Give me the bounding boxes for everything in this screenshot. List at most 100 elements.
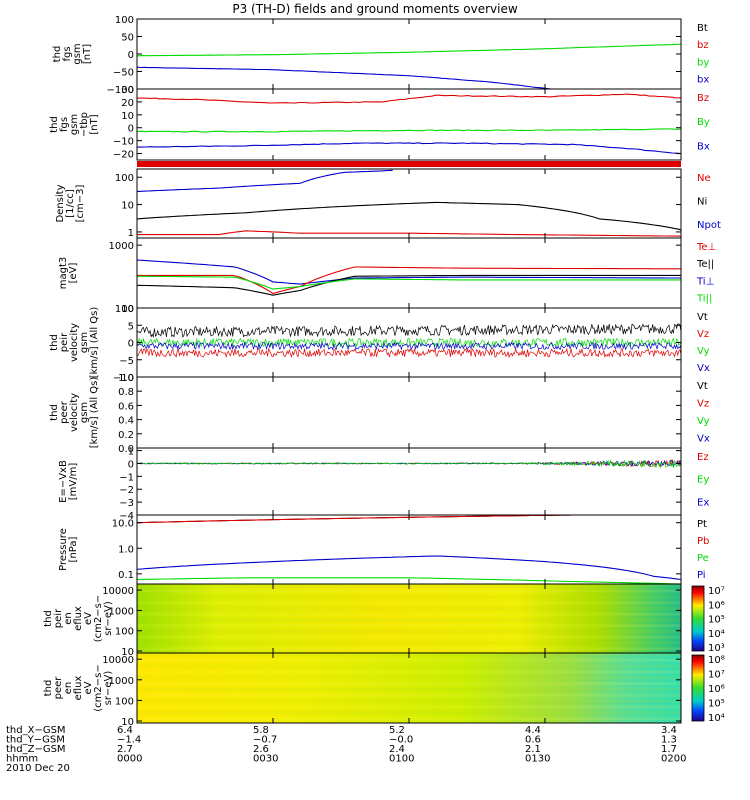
x-axis-value: 0130: [525, 754, 550, 765]
series-line-Npot: [136, 169, 393, 193]
legend-label-Pb: Pb: [697, 536, 709, 547]
x-axis-value: 4.4: [525, 725, 541, 736]
y-tick-label: 100: [115, 304, 134, 315]
series-line-Ti||: [137, 275, 681, 290]
y-axis-label: Pressure: [58, 528, 69, 571]
panel-frame: [136, 447, 682, 516]
y-axis-label: peer: [53, 676, 64, 700]
x-axis-date: 2010 Dec 20: [6, 763, 70, 774]
separator-bar: [137, 161, 681, 167]
y-axis-label: [nT]: [82, 44, 93, 64]
y-tick-label: 30: [121, 85, 134, 96]
series-line-Ti⊥: [136, 259, 681, 285]
series-line-Pi: [136, 555, 682, 581]
y-axis-label: thd: [43, 680, 54, 697]
y-axis-label: sr−eV): [103, 671, 114, 706]
heatmap-band: [137, 641, 681, 645]
x-axis-value: 1.7: [661, 744, 677, 755]
heatmap-band: [137, 589, 681, 593]
y-axis-label: thd: [43, 610, 54, 627]
y-axis-label: eflux: [73, 606, 84, 631]
y-tick-label: 0.1: [118, 570, 134, 581]
y-tick-label: −5: [119, 356, 134, 367]
y-axis-label: peir: [59, 332, 70, 352]
legend-label-Vy: Vy: [697, 346, 710, 357]
y-axis-label: fgs: [59, 117, 70, 132]
colorbar-tick-label: 10⁴: [708, 713, 725, 724]
y-axis-label: thd: [49, 334, 60, 351]
panel-9: [136, 583, 705, 654]
x-axis-value: 2.4: [389, 744, 405, 755]
colorbar-tick-label: 10⁸: [708, 655, 725, 666]
y-tick-label: 1: [128, 228, 134, 239]
series-line-Vx: [136, 341, 682, 351]
y-tick-label: −3: [119, 498, 134, 509]
heatmap-band: [137, 624, 681, 628]
x-axis-value: 0100: [389, 754, 414, 765]
y-tick-label: 1000: [109, 676, 134, 687]
y-axis-label: E=−VxB: [58, 460, 69, 503]
heatmap-band: [137, 705, 681, 709]
colorbar-tick-label: 10³: [708, 643, 725, 654]
x-axis-value: −0.0: [389, 735, 413, 746]
panel-3: [136, 168, 682, 239]
colorbar-10: [691, 654, 705, 722]
y-axis-label: thd: [49, 404, 60, 421]
y-axis-label: peer: [59, 400, 70, 424]
y-tick-label: −20: [113, 150, 134, 161]
legend-label-Ez: Ez: [697, 452, 709, 463]
legend-label-Vt: Vt: [697, 312, 708, 323]
y-axis-label: eflux: [73, 676, 84, 701]
y-axis-label: −tbp: [79, 112, 90, 137]
series-line-Vy: [136, 337, 682, 348]
y-axis-label: gsm: [69, 114, 80, 135]
y-axis-label: eV: [83, 612, 94, 625]
y-tick-label: 0: [128, 339, 134, 350]
heatmap-band: [137, 670, 681, 674]
y-axis-label: [km/s] (All Qs): [89, 307, 100, 379]
x-axis-value: 3.4: [661, 725, 677, 736]
legend-label-Bt: Bt: [697, 23, 708, 34]
y-axis-label: [km/s] (All Qs): [89, 377, 100, 449]
heatmap-image: [137, 584, 681, 653]
y-tick-label: 1000: [109, 606, 134, 617]
legend-label-Vx: Vx: [697, 363, 710, 374]
x-axis-row-label: thd_Y−GSM: [6, 735, 65, 746]
y-axis-label: [mV/m]: [68, 463, 79, 501]
x-axis-value: 2.6: [253, 744, 269, 755]
y-tick-label: 1.0: [118, 373, 134, 384]
y-axis-label: velocity: [69, 393, 80, 432]
y-tick-label: 5: [128, 321, 134, 332]
y-axis-label: gsm: [72, 43, 83, 64]
x-axis-value: −0.7: [253, 735, 277, 746]
series-line-Te⊥: [137, 266, 681, 295]
panel-4: [136, 237, 682, 309]
heatmap-band: [137, 688, 681, 691]
y-tick-label: 10: [121, 201, 134, 212]
y-axis-label: sr−eV): [103, 601, 114, 636]
legend-label-Ey: Ey: [697, 475, 709, 486]
x-axis-row-label: thd_X−GSM: [6, 725, 66, 736]
plot-title: P3 (TH-D) fields and ground moments over…: [232, 2, 518, 16]
y-tick-label: −10: [113, 137, 134, 148]
panel-2: [136, 88, 682, 161]
heatmap-band: [137, 682, 681, 686]
heatmap-band: [137, 664, 681, 668]
legend-label-Ti||: Ti||: [696, 294, 712, 305]
panel-8: [136, 514, 682, 585]
legend-label-bz: bz: [697, 40, 709, 51]
colorbar-tick-label: 10⁶: [708, 684, 725, 695]
series-line-Vz: [136, 347, 682, 359]
heatmap-band: [137, 711, 681, 715]
x-axis-row-label: hhmm: [6, 754, 38, 765]
y-axis-label: Density: [55, 184, 66, 222]
y-axis-label: thd: [49, 116, 60, 133]
y-tick-label: 0.4: [118, 416, 134, 427]
y-axis-label: gsm: [79, 332, 90, 353]
heatmap-band: [137, 607, 681, 610]
x-axis-value: 0000: [117, 754, 142, 765]
y-axis-label: fgs: [62, 46, 73, 61]
colorbar-tick-label: 10⁶: [708, 600, 725, 611]
